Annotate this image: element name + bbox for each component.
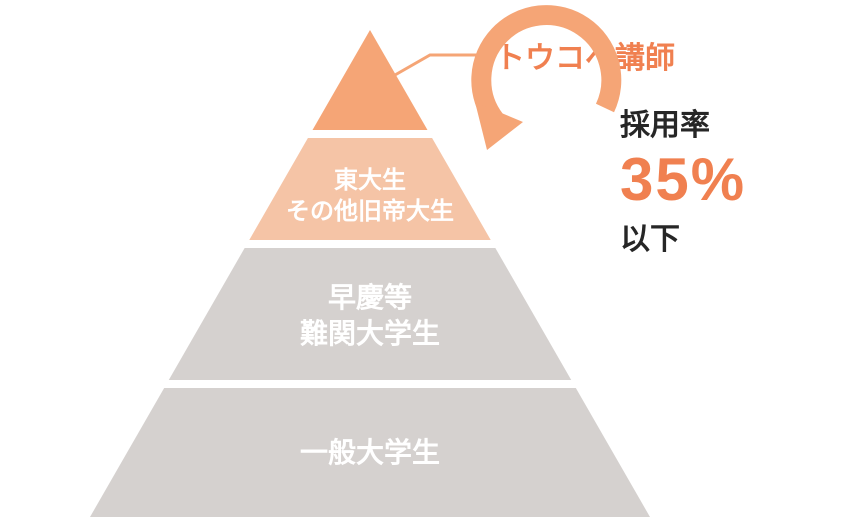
stat-label-bottom: 以下 (620, 214, 746, 258)
stat-label-top: 採用率 (620, 100, 746, 144)
stat-block: 採用率 35% 以下 (620, 100, 746, 258)
curved-arrow (0, 0, 858, 527)
stat-value: 35% (620, 150, 746, 210)
